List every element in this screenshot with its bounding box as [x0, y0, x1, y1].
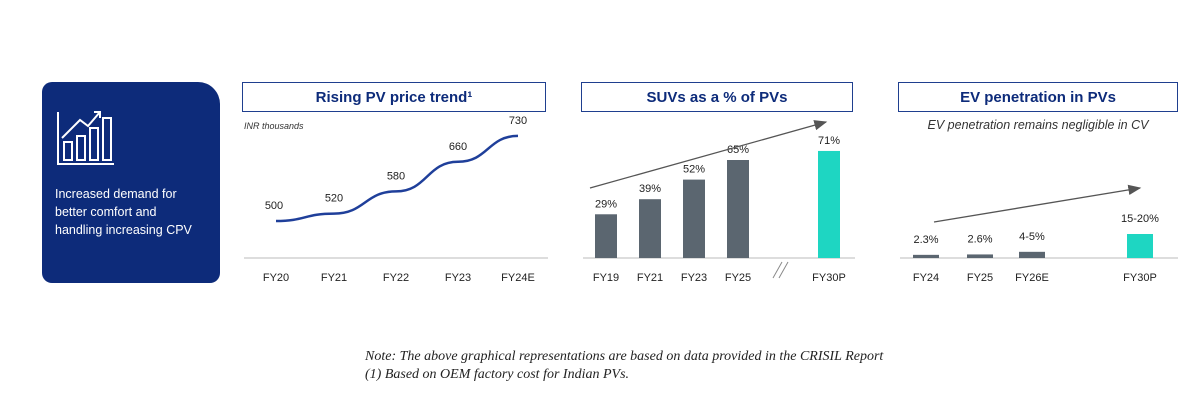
ev-bar — [967, 254, 993, 258]
price-tick-label: FY20 — [263, 272, 289, 284]
suv-bar — [639, 199, 661, 258]
ev-data-label: 4-5% — [1019, 231, 1045, 243]
suv-data-label: 71% — [818, 135, 840, 147]
suv-data-label: 39% — [639, 183, 661, 195]
price-series-line — [275, 134, 519, 223]
chart-title-suv: SUVs as a % of PVs — [581, 82, 853, 112]
side-panel: Increased demand for better comfort and … — [42, 82, 220, 283]
price-data-label: 580 — [387, 170, 405, 182]
suv-axis-break — [772, 261, 783, 279]
suv-tick-label: FY25 — [725, 272, 751, 284]
suv-bar — [595, 214, 617, 258]
chart-title-price: Rising PV price trend¹ — [242, 82, 546, 112]
ev-bar — [1019, 251, 1045, 258]
footnote-line-1: Note: The above graphical representation… — [365, 349, 884, 364]
suv-bar — [727, 160, 749, 258]
price-data-label: 730 — [509, 115, 527, 127]
suv-tick-label: FY21 — [637, 272, 663, 284]
ev-tick-label: FY24 — [913, 272, 939, 284]
price-data-label: 520 — [325, 193, 343, 205]
ev-subtitle: EV penetration remains negligible in CV — [927, 118, 1149, 132]
suv-axis-break — [778, 261, 789, 279]
ev-data-label: 2.6% — [967, 233, 992, 245]
footnote: Note: The above graphical representation… — [365, 348, 883, 384]
price-tick-label: FY23 — [445, 272, 471, 284]
side-text-line: handling increasing CPV — [55, 223, 192, 237]
suv-tick-label: FY19 — [593, 272, 619, 284]
price-tick-label: FY24E — [501, 272, 535, 284]
price-data-label: 500 — [265, 200, 283, 212]
ev-tick-label: FY25 — [967, 272, 993, 284]
footnote-line-2: (1) Based on OEM factory cost for Indian… — [365, 367, 630, 382]
suv-tick-label: FY30P — [812, 272, 846, 284]
ev-data-label: 2.3% — [913, 234, 938, 246]
suv-trend-arrow — [589, 120, 828, 189]
ev-bar — [1127, 234, 1153, 258]
price-tick-label: FY22 — [383, 272, 409, 284]
ev-tick-label: FY30P — [1123, 272, 1157, 284]
ev-tick-label: FY26E — [1015, 272, 1049, 284]
price-data-label: 660 — [449, 141, 467, 153]
ev-data-label: 15-20% — [1121, 213, 1159, 225]
bar-chart-trend-icon — [57, 111, 114, 165]
side-text-line: better comfort and — [55, 205, 157, 219]
suv-data-label: 65% — [727, 144, 749, 156]
ev-bar — [913, 254, 939, 258]
suv-data-label: 29% — [595, 198, 617, 210]
side-text-line: Increased demand for — [55, 187, 177, 201]
chart-title-ev: EV penetration in PVs — [898, 82, 1178, 112]
suv-tick-label: FY23 — [681, 272, 707, 284]
price-unit-label: INR thousands — [244, 121, 304, 131]
price-tick-label: FY21 — [321, 272, 347, 284]
side-panel-text: Increased demand for better comfort and … — [55, 185, 215, 239]
suv-bar — [683, 179, 705, 258]
suv-data-label: 52% — [683, 164, 705, 176]
ev-trend-arrow — [933, 184, 1142, 223]
suv-bar — [818, 150, 840, 258]
